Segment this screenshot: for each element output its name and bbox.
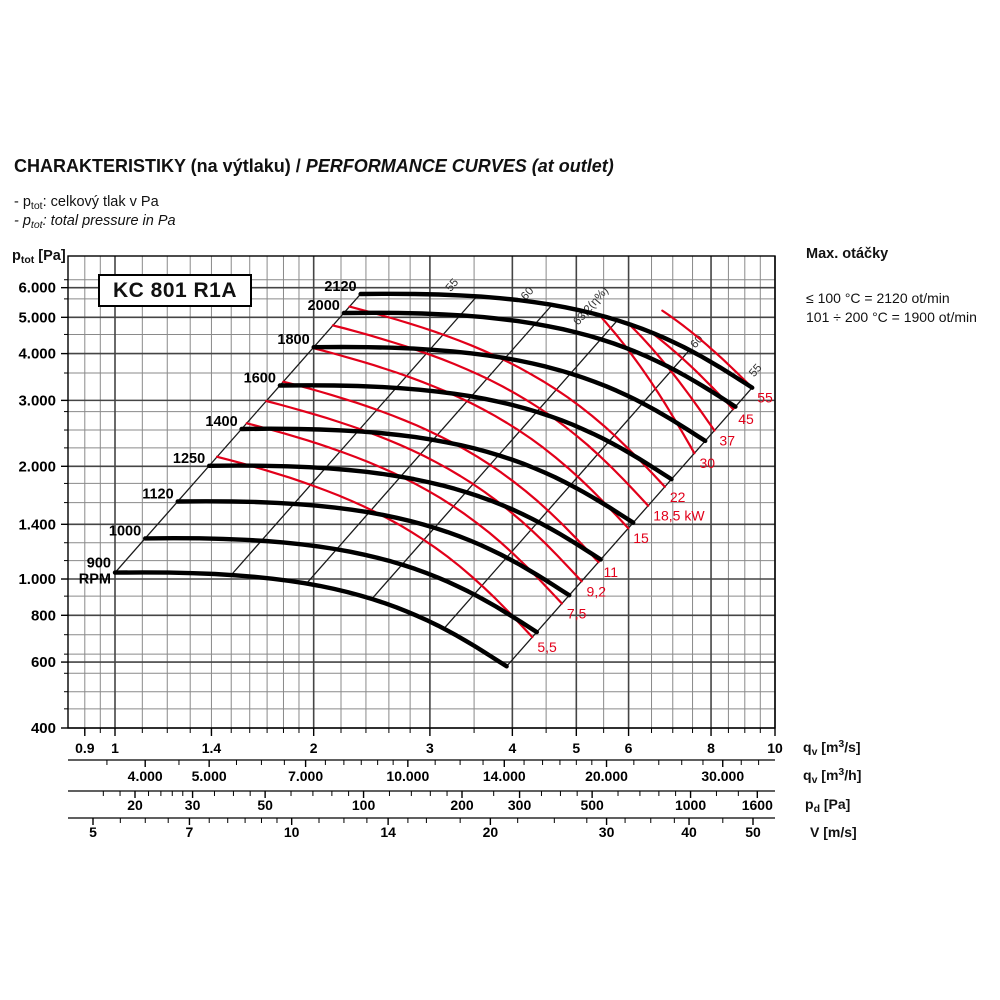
svg-text:1120: 1120 [142,487,173,503]
svg-text:10: 10 [284,824,300,840]
svg-text:1000: 1000 [675,797,706,813]
svg-text:2120: 2120 [324,279,356,295]
svg-text:11: 11 [603,564,618,580]
svg-text:0.9: 0.9 [75,740,95,756]
svg-text:2: 2 [310,740,318,756]
max-speed-line2: 101 ÷ 200 °C = 1900 ot/min [806,308,977,325]
scale-m3h: 4.000 5.000 7.000 10.000 14.000 20.000 30.000 [68,759,775,784]
x-axis-title-m3h: qv [m3/h] [803,766,862,786]
svg-text:30: 30 [599,824,615,840]
model-label-box: KC 801 R1A [98,274,252,307]
subtitle-english: - ptot: total pressure in Pa [14,213,176,231]
y-axis-title: ptot [Pa] [12,248,66,266]
svg-text:55: 55 [747,362,764,380]
model-label: KC 801 R1A [112,278,238,302]
svg-text:15: 15 [633,530,649,546]
svg-text:7: 7 [186,824,194,840]
svg-text:1400: 1400 [205,414,237,430]
svg-text:900: 900 [87,556,111,572]
svg-text:1600: 1600 [742,797,773,813]
x-axis-title-v: V [m/s] [810,824,857,840]
title-czech: CHARAKTERISTIKY (na výtlaku) / [14,156,306,176]
y-axis-ticks: 400 600 800 1.000 1.400 2.000 3.000 4.000 5.000 6… [18,279,68,737]
svg-text:600: 600 [31,654,56,671]
svg-text:45: 45 [738,411,754,427]
svg-text:400: 400 [31,720,56,737]
svg-text:3.000: 3.000 [18,392,56,409]
svg-text:6.000: 6.000 [18,280,56,297]
svg-text:4.000: 4.000 [18,346,56,363]
svg-text:10.000: 10.000 [386,768,429,784]
svg-text:5.000: 5.000 [192,768,227,784]
max-speed-line1: ≤ 100 °C = 2120 ot/min [806,290,950,306]
svg-text:8: 8 [707,740,715,756]
svg-text:30: 30 [699,455,715,471]
svg-text:14.000: 14.000 [483,768,526,784]
svg-text:5: 5 [572,740,580,756]
max-speed-heading: Max. otáčky [806,246,889,262]
svg-text:20: 20 [127,797,143,813]
scale-pd: 20 30 50 100 200 300 500 1000 1600 [68,790,775,813]
svg-text:4: 4 [508,740,516,756]
svg-text:5,5: 5,5 [537,639,557,655]
title-english: PERFORMANCE CURVES (at outlet) [305,156,614,176]
plot-border [67,255,776,729]
flow-axis-ticks: 0.9 1 1.4 2 3 4 5 6 8 10 [75,728,783,756]
svg-text:1.400: 1.400 [18,516,56,533]
svg-text:2000: 2000 [308,298,340,314]
svg-text:4.000: 4.000 [128,768,163,784]
svg-text:20: 20 [483,824,499,840]
svg-text:18,5 kW: 18,5 kW [653,508,705,524]
max-speed-note: Max. otáčky ≤ 100 °C = 2120 ot/min 101 ÷… [806,246,977,326]
x-axis-title-m3s: qv [m3/s] [803,738,861,758]
svg-text:1000: 1000 [109,523,141,539]
scale-v: 5 7 10 14 20 30 40 50 [68,817,775,840]
svg-text:55: 55 [757,390,773,406]
svg-text:7,5: 7,5 [567,606,587,622]
svg-text:14: 14 [380,824,396,840]
svg-text:1250: 1250 [173,451,205,467]
svg-text:100: 100 [352,797,376,813]
svg-text:3: 3 [426,740,434,756]
svg-text:10: 10 [767,740,783,756]
svg-text:1800: 1800 [277,332,309,348]
svg-text:300: 300 [508,797,532,813]
page-title: CHARAKTERISTIKY (na výtlaku) / PERFORMAN… [14,156,614,177]
svg-text:6: 6 [625,740,633,756]
svg-text:20.000: 20.000 [585,768,628,784]
svg-text:500: 500 [580,797,604,813]
svg-text:9,2: 9,2 [587,583,607,599]
svg-text:1.000: 1.000 [18,571,56,588]
svg-text:1: 1 [111,740,119,756]
svg-text:5.000: 5.000 [18,309,56,326]
svg-text:5: 5 [89,824,97,840]
svg-text:50: 50 [745,824,761,840]
svg-text:2.000: 2.000 [18,458,56,475]
subtitle-czech: - ptot: celkový tlak v Pa [14,194,159,212]
svg-text:50: 50 [257,797,273,813]
svg-text:30.000: 30.000 [701,768,744,784]
svg-text:800: 800 [31,607,56,624]
svg-text:RPM: RPM [79,572,111,588]
svg-text:40: 40 [681,824,697,840]
svg-text:1.4: 1.4 [202,740,222,756]
svg-text:1600: 1600 [244,371,276,387]
svg-text:30: 30 [185,797,201,813]
x-axis-title-pd: pd [Pa] [805,796,851,815]
svg-text:200: 200 [450,797,474,813]
svg-text:7.000: 7.000 [288,768,323,784]
svg-text:22: 22 [670,489,686,505]
svg-text:37: 37 [719,433,735,449]
